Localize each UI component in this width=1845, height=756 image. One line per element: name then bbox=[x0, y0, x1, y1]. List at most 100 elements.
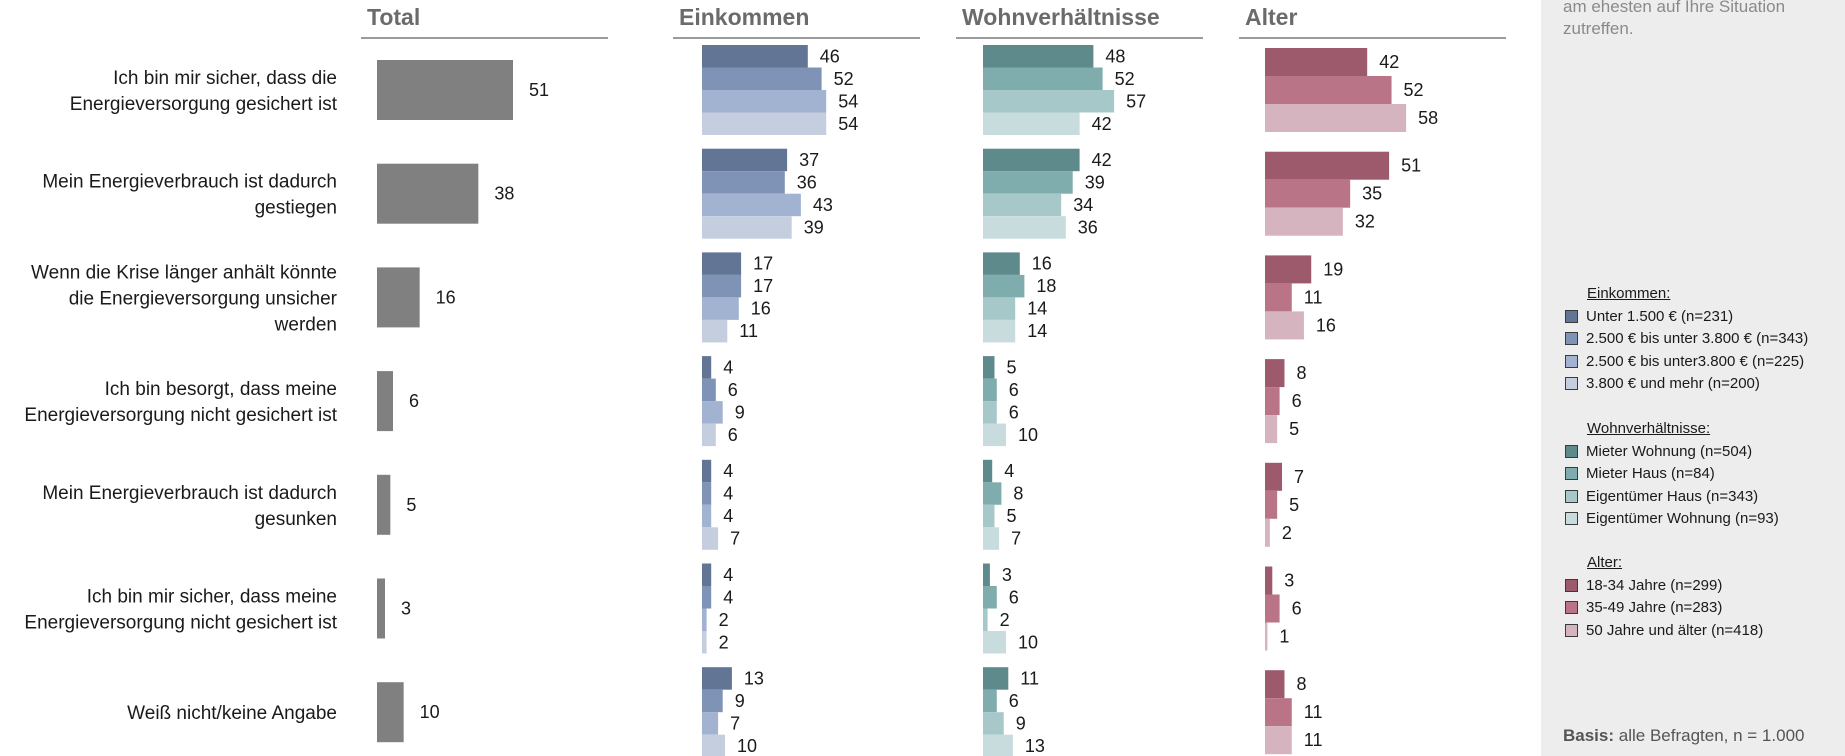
bar bbox=[983, 631, 1006, 654]
data-label: 37 bbox=[799, 150, 819, 170]
bar bbox=[983, 734, 1013, 756]
data-label: 34 bbox=[1073, 195, 1093, 215]
data-label: 6 bbox=[1009, 587, 1019, 607]
data-label: 1 bbox=[1279, 627, 1289, 647]
legend-label: Eigentümer Haus (n=343) bbox=[1586, 487, 1759, 505]
legend-item: Eigentümer Haus (n=343) bbox=[1565, 485, 1779, 508]
bar bbox=[1265, 255, 1312, 284]
data-label: 3 bbox=[401, 599, 411, 619]
bar bbox=[1265, 207, 1343, 236]
bar bbox=[702, 482, 712, 505]
data-label: 3 bbox=[1002, 565, 1012, 585]
bar bbox=[702, 193, 801, 217]
data-label: 13 bbox=[744, 668, 764, 688]
data-label: 14 bbox=[1027, 321, 1047, 341]
data-label: 42 bbox=[1092, 114, 1112, 134]
data-label: 36 bbox=[1078, 217, 1098, 237]
data-label: 16 bbox=[436, 287, 456, 307]
bar bbox=[702, 171, 785, 194]
legend-item: 18-34 Jahre (n=299) bbox=[1565, 574, 1763, 597]
data-label: 52 bbox=[1115, 69, 1135, 89]
bar bbox=[983, 112, 1080, 135]
data-label: 5 bbox=[1007, 506, 1017, 526]
category-label: Ich bin besorgt, dass meine bbox=[105, 379, 337, 400]
data-label: 10 bbox=[737, 736, 757, 756]
category-label: werden bbox=[274, 314, 337, 335]
bar bbox=[377, 163, 479, 224]
data-label: 8 bbox=[1296, 674, 1306, 694]
bar bbox=[702, 45, 808, 68]
category-label: gestiegen bbox=[255, 198, 337, 219]
data-label: 7 bbox=[730, 529, 740, 549]
data-label: 8 bbox=[1296, 363, 1306, 383]
bar bbox=[983, 216, 1066, 239]
legend-label: Mieter Haus (n=84) bbox=[1586, 465, 1715, 483]
bar bbox=[983, 504, 995, 528]
category-label: Mein Energieverbrauch ist dadurch bbox=[42, 483, 337, 504]
bar bbox=[1265, 359, 1285, 388]
panel-title-3: Alter bbox=[1245, 4, 1297, 30]
note-line-1: am ehesten auf Ihre Situation bbox=[1563, 0, 1786, 16]
data-label: 16 bbox=[1316, 315, 1336, 335]
legend-label: Mieter Wohnung (n=504) bbox=[1586, 442, 1753, 460]
data-label: 11 bbox=[1304, 730, 1323, 750]
category-label: Mein Energieverbrauch ist dadurch bbox=[42, 172, 337, 193]
bar bbox=[702, 274, 742, 298]
data-label: 7 bbox=[730, 713, 740, 733]
data-label: 35 bbox=[1362, 184, 1382, 204]
data-label: 14 bbox=[1027, 299, 1047, 319]
legend-label: 35-49 Jahre (n=283) bbox=[1586, 599, 1723, 617]
data-label: 13 bbox=[1025, 736, 1045, 756]
data-label: 10 bbox=[420, 702, 440, 722]
legend-label: 2.500 € bis unter3.800 € (n=225) bbox=[1586, 352, 1805, 370]
bar bbox=[983, 356, 995, 379]
bar bbox=[983, 527, 1000, 550]
data-label: 2 bbox=[1282, 523, 1292, 543]
data-label: 7 bbox=[1011, 529, 1021, 549]
bar bbox=[983, 689, 997, 713]
legend-swatch bbox=[1565, 578, 1578, 592]
bar bbox=[983, 459, 993, 483]
bar bbox=[702, 216, 792, 239]
data-label: 4 bbox=[723, 506, 733, 526]
bar bbox=[1265, 622, 1268, 651]
bar bbox=[983, 148, 1080, 172]
data-label: 6 bbox=[728, 425, 738, 445]
data-label: 48 bbox=[1105, 46, 1125, 66]
data-label: 11 bbox=[1304, 287, 1323, 307]
data-label: 6 bbox=[1009, 380, 1019, 400]
data-label: 6 bbox=[1292, 391, 1302, 411]
legend-item: 2.500 € bis unter3.800 € (n=225) bbox=[1565, 350, 1808, 373]
bar bbox=[983, 193, 1062, 217]
bar bbox=[983, 563, 990, 586]
data-label: 4 bbox=[723, 461, 733, 481]
data-label: 18 bbox=[1036, 276, 1056, 296]
legend-item: Eigentümer Wohnung (n=93) bbox=[1565, 508, 1779, 531]
category-label: Energieversorgung nicht gesichert ist bbox=[24, 613, 337, 634]
bar bbox=[983, 67, 1103, 90]
data-label: 11 bbox=[739, 321, 758, 341]
legend-heading: Einkommen: bbox=[1587, 285, 1671, 302]
data-label: 3 bbox=[1284, 571, 1294, 591]
bar bbox=[377, 267, 420, 328]
data-label: 42 bbox=[1379, 52, 1399, 72]
bar bbox=[702, 667, 732, 690]
data-label: 51 bbox=[529, 80, 549, 100]
bar bbox=[1265, 726, 1292, 755]
bar bbox=[1265, 698, 1292, 727]
data-label: 10 bbox=[1018, 632, 1038, 652]
bar bbox=[983, 45, 1094, 68]
data-label: 17 bbox=[753, 254, 773, 274]
bar bbox=[702, 712, 719, 735]
data-label: 17 bbox=[753, 276, 773, 296]
legend-label: Unter 1.500 € (n=231) bbox=[1586, 307, 1734, 325]
bar bbox=[983, 252, 1020, 275]
legend-item: 2.500 € bis unter 3.800 € (n=343) bbox=[1565, 328, 1808, 351]
data-label: 6 bbox=[1292, 599, 1302, 619]
bar bbox=[702, 319, 728, 343]
bar bbox=[1265, 670, 1285, 699]
category-label: Ich bin mir sicher, dass meine bbox=[87, 587, 337, 608]
bar bbox=[1265, 387, 1280, 416]
bar bbox=[702, 252, 742, 275]
data-label: 11 bbox=[1304, 702, 1323, 722]
